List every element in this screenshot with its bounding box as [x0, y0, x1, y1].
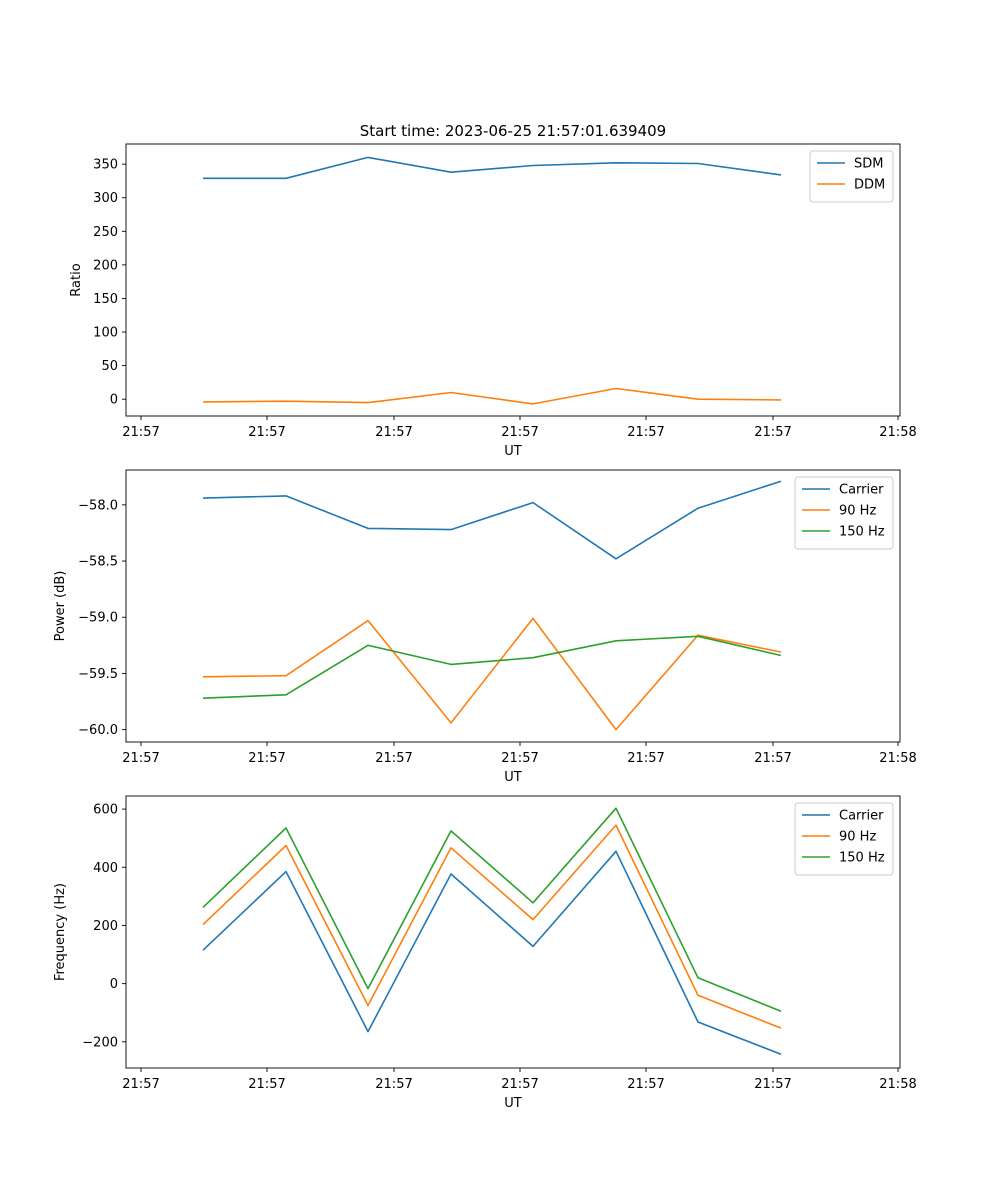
legend: Carrier 90 Hz 150 Hz — [794, 476, 894, 550]
y-tick-label: 150 — [93, 292, 118, 307]
x-tick-label: 21:58 — [879, 425, 916, 440]
x-tick-label: 21:57 — [248, 751, 285, 766]
series-line-carrier — [202, 480, 782, 560]
y-tick-label: −60.0 — [78, 723, 118, 738]
y-tick-label: 50 — [101, 359, 118, 374]
y-tick-label: 400 — [93, 861, 118, 876]
y-tick-label: 200 — [93, 258, 118, 273]
chart-2: 21:57 21:57 21:57 21:57 21:57 21:57 21:58 −60.0… — [53, 469, 917, 785]
chart-3: 21:57 21:57 21:57 21:57 21:57 21:57 21:58 −200 0… — [53, 795, 917, 1111]
x-axis-label: UT — [504, 444, 522, 459]
y-tick-label: −58.5 — [78, 555, 118, 570]
series-line-90-hz — [202, 824, 782, 1029]
y-axis-label: Power (dB) — [53, 571, 68, 642]
x-tick-label: 21:57 — [122, 751, 159, 766]
y-tick-label: 0 — [110, 393, 118, 408]
x-tick-label: 21:57 — [248, 425, 285, 440]
x-tick-label: 21:58 — [879, 751, 916, 766]
x-tick-label: 21:57 — [754, 425, 791, 440]
series-line-carrier — [202, 850, 782, 1056]
x-tick-label: 21:57 — [248, 1077, 285, 1092]
legend-label-sdm: SDM — [854, 157, 883, 172]
x-tick-label: 21:57 — [501, 751, 538, 766]
x-tick-label: 21:57 — [375, 1077, 412, 1092]
legend-label-90-hz: 90 Hz — [839, 830, 876, 845]
axes-frame — [125, 143, 901, 417]
legend: Carrier 90 Hz 150 Hz — [794, 802, 894, 876]
y-tick-label: −200 — [82, 1035, 118, 1050]
axes-frame — [125, 795, 901, 1069]
y-tick-label: 200 — [93, 919, 118, 934]
y-axis-label: Ratio — [69, 263, 84, 296]
y-tick-label: 250 — [93, 225, 118, 240]
y-tick-label: 300 — [93, 191, 118, 206]
y-tick-label: 600 — [93, 803, 118, 818]
x-tick-label: 21:57 — [375, 425, 412, 440]
series-line-sdm — [203, 156, 782, 180]
x-tick-label: 21:58 — [879, 1077, 916, 1092]
x-tick-label: 21:57 — [627, 425, 664, 440]
x-tick-label: 21:57 — [501, 1077, 538, 1092]
series-line-ddm — [202, 387, 782, 405]
legend-label-90-hz: 90 Hz — [839, 504, 876, 519]
x-tick-label: 21:57 — [627, 751, 664, 766]
x-tick-label: 21:57 — [627, 1077, 664, 1092]
series-line-90-hz — [202, 617, 782, 731]
axes-frame — [125, 469, 901, 743]
series-line-150-hz — [202, 807, 782, 1013]
legend-label-carrier: Carrier — [839, 809, 884, 824]
y-axis-label: Frequency (Hz) — [53, 883, 68, 981]
y-tick-label: 350 — [93, 158, 118, 173]
y-tick-label: −59.0 — [78, 611, 118, 626]
figure-title: Start time: 2023-06-25 21:57:01.639409 — [360, 122, 666, 140]
chart-1: 21:57 21:57 21:57 21:57 21:57 21:57 21:58 0 50 10… — [69, 143, 917, 459]
x-axis-label: UT — [504, 770, 522, 785]
legend-label-150-hz: 150 Hz — [839, 851, 885, 866]
legend-label-150-hz: 150 Hz — [839, 525, 885, 540]
y-tick-label: 100 — [93, 326, 118, 341]
y-tick-label: −59.5 — [78, 667, 118, 682]
y-tick-label: −58.0 — [78, 498, 118, 513]
x-tick-label: 21:57 — [501, 425, 538, 440]
legend-label-ddm: DDM — [854, 178, 885, 193]
x-tick-label: 21:57 — [754, 1077, 791, 1092]
x-tick-label: 21:57 — [375, 751, 412, 766]
y-tick-label: 0 — [110, 977, 118, 992]
x-tick-label: 21:57 — [122, 425, 159, 440]
x-tick-label: 21:57 — [754, 751, 791, 766]
x-tick-label: 21:57 — [122, 1077, 159, 1092]
legend-label-carrier: Carrier — [839, 483, 884, 498]
series-line-150-hz — [202, 635, 782, 699]
x-axis-label: UT — [504, 1096, 522, 1111]
legend: SDM DDM — [809, 150, 894, 203]
